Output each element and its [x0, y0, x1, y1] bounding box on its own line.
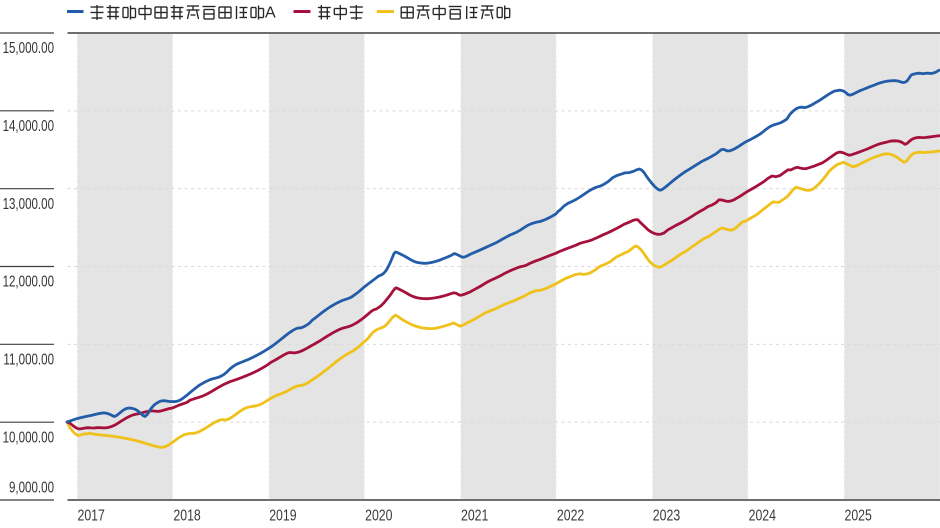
svg-text:13,000.00: 13,000.00 [3, 194, 55, 212]
svg-text:11,000.00: 11,000.00 [3, 350, 54, 368]
svg-text:9,000.00: 9,000.00 [9, 478, 54, 496]
svg-text:15,000.00: 15,000.00 [3, 38, 55, 56]
svg-text:A: A [265, 5, 276, 22]
svg-text:2019: 2019 [269, 507, 296, 525]
svg-text:2023: 2023 [653, 507, 680, 525]
svg-text:12,000.00: 12,000.00 [3, 272, 55, 290]
svg-text:10,000.00: 10,000.00 [3, 427, 55, 445]
svg-text:2025: 2025 [845, 507, 872, 525]
svg-text:2020: 2020 [365, 507, 392, 525]
svg-text:2021: 2021 [461, 507, 488, 525]
svg-text:2024: 2024 [749, 507, 776, 525]
svg-text:2022: 2022 [557, 507, 584, 525]
svg-text:14,000.00: 14,000.00 [3, 116, 55, 134]
svg-text:2017: 2017 [78, 507, 105, 525]
svg-text:2018: 2018 [173, 507, 200, 525]
